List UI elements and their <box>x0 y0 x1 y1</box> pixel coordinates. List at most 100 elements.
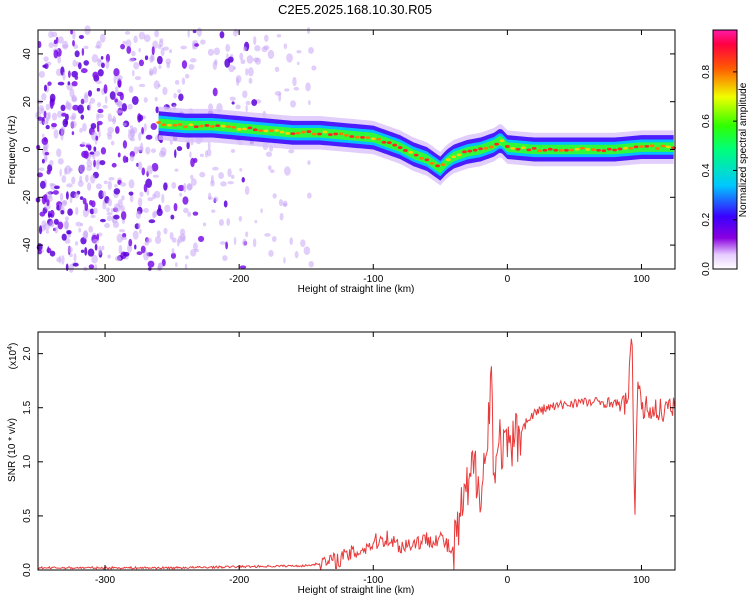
noise-speckle <box>146 188 150 196</box>
noise-speckle <box>199 153 204 158</box>
ridge-peak-mark <box>258 129 264 133</box>
noise-speckle <box>116 74 123 82</box>
noise-speckle <box>144 241 150 246</box>
ridge-peak-mark <box>338 132 344 136</box>
noise-speckle <box>62 199 68 206</box>
noise-speckle <box>137 145 144 153</box>
noise-speckle <box>137 161 143 171</box>
noise-speckle <box>264 233 271 237</box>
noise-speckle <box>95 135 99 141</box>
noise-speckle <box>95 183 102 190</box>
ridge-peak-mark <box>580 146 585 150</box>
noise-speckle <box>116 233 123 243</box>
ridge-peak-mark <box>360 135 365 139</box>
ridge-peak-mark <box>295 131 301 135</box>
noise-speckle <box>73 253 77 263</box>
noise-speckle <box>183 207 189 214</box>
ridge-peak-mark <box>644 144 650 148</box>
noise-speckle <box>180 45 187 50</box>
noise-speckle <box>194 43 200 47</box>
noise-speckle <box>134 76 142 81</box>
noise-speckle <box>111 162 117 168</box>
noise-speckle <box>110 140 115 146</box>
noise-speckle <box>276 34 282 38</box>
noise-speckle <box>81 150 88 158</box>
noise-speckle <box>49 160 54 166</box>
noise-speckle <box>115 126 120 134</box>
noise-speckle <box>174 79 180 85</box>
noise-speckle <box>82 230 89 239</box>
noise-speckle <box>39 180 46 189</box>
ridge-peak-mark <box>440 163 446 166</box>
noise-speckle <box>153 80 160 90</box>
noise-speckle <box>173 92 177 99</box>
noise-speckle <box>192 29 197 34</box>
noise-speckle <box>53 129 59 139</box>
y-tick-label: 40 <box>22 48 33 60</box>
noise-speckle <box>78 34 84 39</box>
noise-speckle <box>223 200 228 208</box>
noise-speckle <box>141 127 144 135</box>
noise-speckle <box>95 160 100 170</box>
noise-speckle <box>85 144 90 148</box>
ridge-peak-mark <box>354 135 360 139</box>
noise-speckle <box>120 210 127 220</box>
noise-speckle <box>98 190 104 200</box>
ridge-peak-mark <box>424 158 430 162</box>
noise-speckle <box>163 227 168 235</box>
noise-speckle <box>129 125 134 130</box>
ridge-peak-mark <box>322 130 328 134</box>
noise-speckle <box>78 227 82 233</box>
noise-speckle <box>97 102 102 108</box>
noise-speckle <box>227 181 234 185</box>
ridge-peak-mark <box>408 150 414 154</box>
noise-speckle <box>97 59 103 67</box>
noise-speckle <box>128 238 133 247</box>
noise-speckle <box>127 103 133 110</box>
noise-speckle <box>80 114 85 120</box>
noise-speckle <box>125 39 132 48</box>
ridge-peak-mark <box>429 161 435 165</box>
noise-speckle <box>197 235 205 243</box>
x-tick-label: -300 <box>95 274 115 285</box>
ridge-peak-mark <box>456 153 462 157</box>
noise-speckle <box>102 201 107 210</box>
noise-speckle <box>128 57 136 63</box>
noise-speckle <box>92 71 99 79</box>
noise-speckle <box>152 211 156 219</box>
noise-speckle <box>120 205 125 212</box>
noise-speckle <box>41 93 47 101</box>
noise-speckle <box>138 132 142 141</box>
noise-speckle <box>186 183 193 191</box>
noise-speckle <box>150 148 157 153</box>
noise-speckle <box>181 60 188 69</box>
noise-speckle <box>147 197 154 202</box>
noise-speckle <box>66 183 73 188</box>
ridge-peak-mark <box>327 133 333 136</box>
noise-speckle <box>254 45 261 52</box>
noise-speckle <box>244 185 250 195</box>
noise-speckle <box>185 255 189 260</box>
noise-speckle <box>187 29 190 38</box>
noise-speckle <box>106 212 113 216</box>
ridge-peak-mark <box>413 153 419 157</box>
noise-speckle <box>37 116 43 121</box>
snr-panel: -300 -200 -100 0 100 0.0 0.5 1.0 1.5 2.0 Height … <box>7 331 676 596</box>
ridge-peak-mark <box>193 125 199 129</box>
noise-speckle <box>67 208 73 216</box>
noise-speckle <box>199 171 206 178</box>
noise-speckle <box>307 192 312 199</box>
noise-speckle <box>278 199 284 207</box>
ridge-peak-mark <box>612 148 618 152</box>
noise-speckle <box>107 180 112 190</box>
noise-speckle <box>122 140 128 149</box>
noise-speckle <box>70 29 73 35</box>
noise-speckle <box>53 218 59 225</box>
x-tick-label: -100 <box>363 575 383 586</box>
y-tick-label: 0.0 <box>22 563 33 577</box>
ridge-peak-mark <box>590 148 596 152</box>
noise-speckle <box>108 176 115 181</box>
ridge-peak-mark <box>226 125 231 129</box>
noise-speckle <box>79 127 83 133</box>
